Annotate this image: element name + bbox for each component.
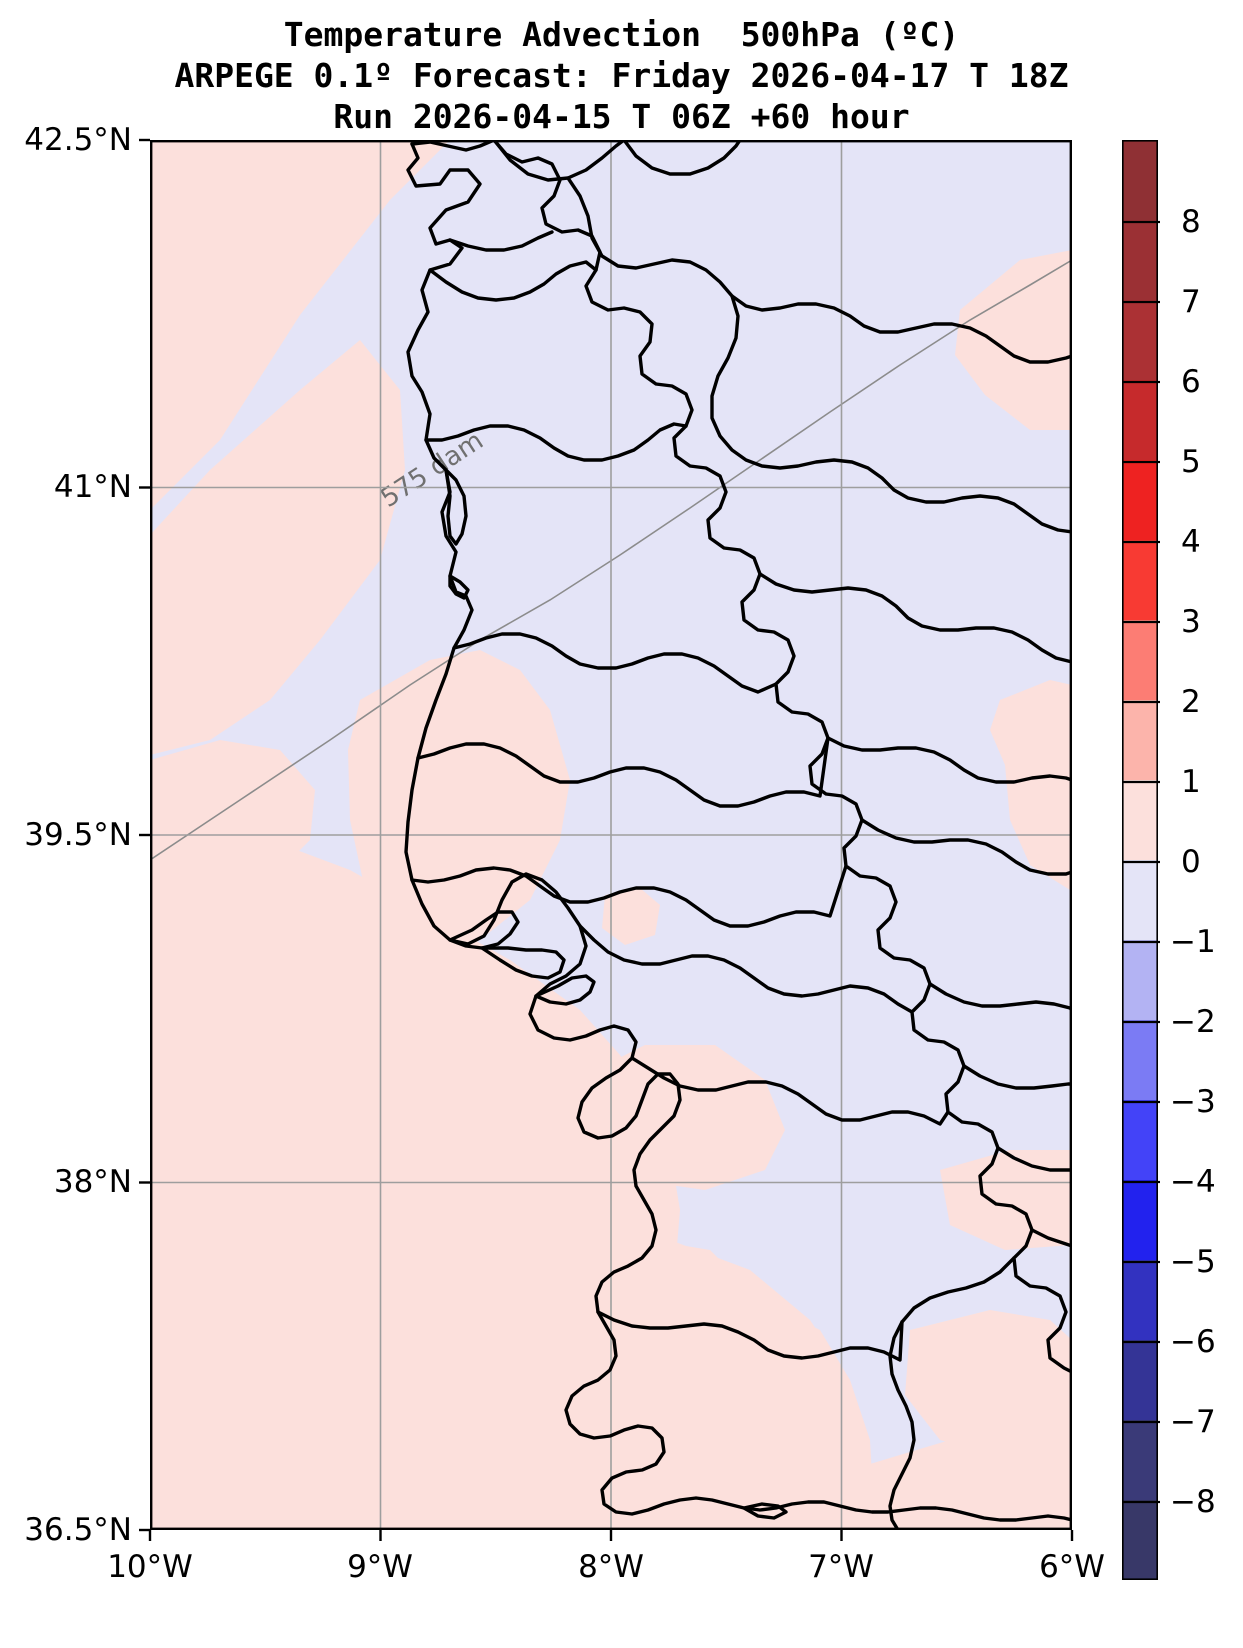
colorbar-band-2-3 bbox=[1122, 620, 1158, 700]
colorbar-tick-m8: −8 bbox=[1170, 1484, 1216, 1520]
colorbar-bands bbox=[1122, 140, 1158, 1580]
colorbar-tick-m6: −6 bbox=[1170, 1324, 1216, 1360]
colorbar-tick-6: 6 bbox=[1181, 364, 1201, 400]
xtick-label-8W: 8°W bbox=[578, 1549, 644, 1585]
colorbar-band-m7-m6 bbox=[1122, 1340, 1158, 1420]
colorbar-frame bbox=[1122, 140, 1159, 1580]
colorbar-tick-1: 1 bbox=[1181, 764, 1201, 800]
colorbar-band-1-2 bbox=[1122, 700, 1158, 780]
colorbar-band-5-6 bbox=[1122, 380, 1158, 460]
colorbar-band-3-4 bbox=[1122, 540, 1158, 620]
figure-title-block: Temperature Advection 500hPa (ºC) ARPEGE… bbox=[0, 14, 1243, 137]
ytick-label-41N: 41°N bbox=[53, 469, 132, 505]
colorbar-band-m6-m5 bbox=[1122, 1260, 1158, 1340]
colorbar-tick-2: 2 bbox=[1181, 684, 1201, 720]
colorbar-tick-8: 8 bbox=[1181, 204, 1201, 240]
colorbar-band-m9-m8 bbox=[1122, 1500, 1158, 1580]
colorbar-tick-m3: −3 bbox=[1170, 1084, 1216, 1120]
colorbar-band-6-7 bbox=[1122, 300, 1158, 380]
field-band-0-1 bbox=[150, 140, 1072, 1530]
colorbar-tick-0: 0 bbox=[1181, 844, 1201, 880]
ytick-label-38N: 38°N bbox=[53, 1164, 132, 1200]
colorbar-tick-7: 7 bbox=[1181, 284, 1201, 320]
colorbar-band-m3-m2 bbox=[1122, 1020, 1158, 1100]
map-frame bbox=[150, 140, 1072, 1530]
colorbar-band-4-5 bbox=[1122, 460, 1158, 540]
colorbar-band-8-9 bbox=[1122, 140, 1158, 220]
colorbar-band-0-1 bbox=[1122, 780, 1158, 860]
map-gridlines bbox=[150, 140, 1072, 1530]
xtick-label-7W: 7°W bbox=[808, 1549, 874, 1585]
colorbar-band-m1-0 bbox=[1122, 860, 1158, 940]
run-subtitle: Run 2026-04-15 T 06Z +60 hour bbox=[333, 97, 910, 136]
colorbar-tick-5: 5 bbox=[1181, 444, 1201, 480]
colorbar-tick-m2: −2 bbox=[1170, 1004, 1216, 1040]
colorbar-band-m8-m7 bbox=[1122, 1420, 1158, 1500]
colorbar-band-7-8 bbox=[1122, 220, 1158, 300]
colorbar-tick-4: 4 bbox=[1181, 524, 1201, 560]
colorbar-band-m2-m1 bbox=[1122, 940, 1158, 1020]
colorbar-tick-m4: −4 bbox=[1170, 1164, 1216, 1200]
colorbar-tick-m5: −5 bbox=[1170, 1244, 1216, 1280]
forecast-subtitle: ARPEGE 0.1º Forecast: Friday 2026-04-17 … bbox=[174, 56, 1069, 95]
xtick-label-9W: 9°W bbox=[347, 1549, 413, 1585]
colorbar-band-m5-m4 bbox=[1122, 1180, 1158, 1260]
colorbar-tick-m1: −1 bbox=[1170, 924, 1216, 960]
ytick-label-36p5N: 36.5°N bbox=[24, 1512, 132, 1548]
xtick-label-6W: 6°W bbox=[1039, 1549, 1105, 1585]
geopotential-contour-575 bbox=[150, 259, 1072, 861]
ytick-label-39p5N: 39.5°N bbox=[24, 817, 132, 853]
advection-map: 575 dam bbox=[150, 140, 1072, 1530]
map-panel: 575 dam bbox=[150, 140, 1072, 1530]
colorbar-band-m4-m3 bbox=[1122, 1100, 1158, 1180]
page-title: Temperature Advection 500hPa (ºC) bbox=[283, 15, 960, 54]
colorbar-tick-m7: −7 bbox=[1170, 1404, 1216, 1440]
colorbar-tick-3: 3 bbox=[1181, 604, 1201, 640]
colorbar[interactable] bbox=[1122, 140, 1160, 1580]
ytick-label-42p5N: 42.5°N bbox=[24, 122, 132, 158]
colorbar-ticks bbox=[1122, 220, 1160, 1504]
xtick-label-10W: 10°W bbox=[107, 1549, 193, 1585]
